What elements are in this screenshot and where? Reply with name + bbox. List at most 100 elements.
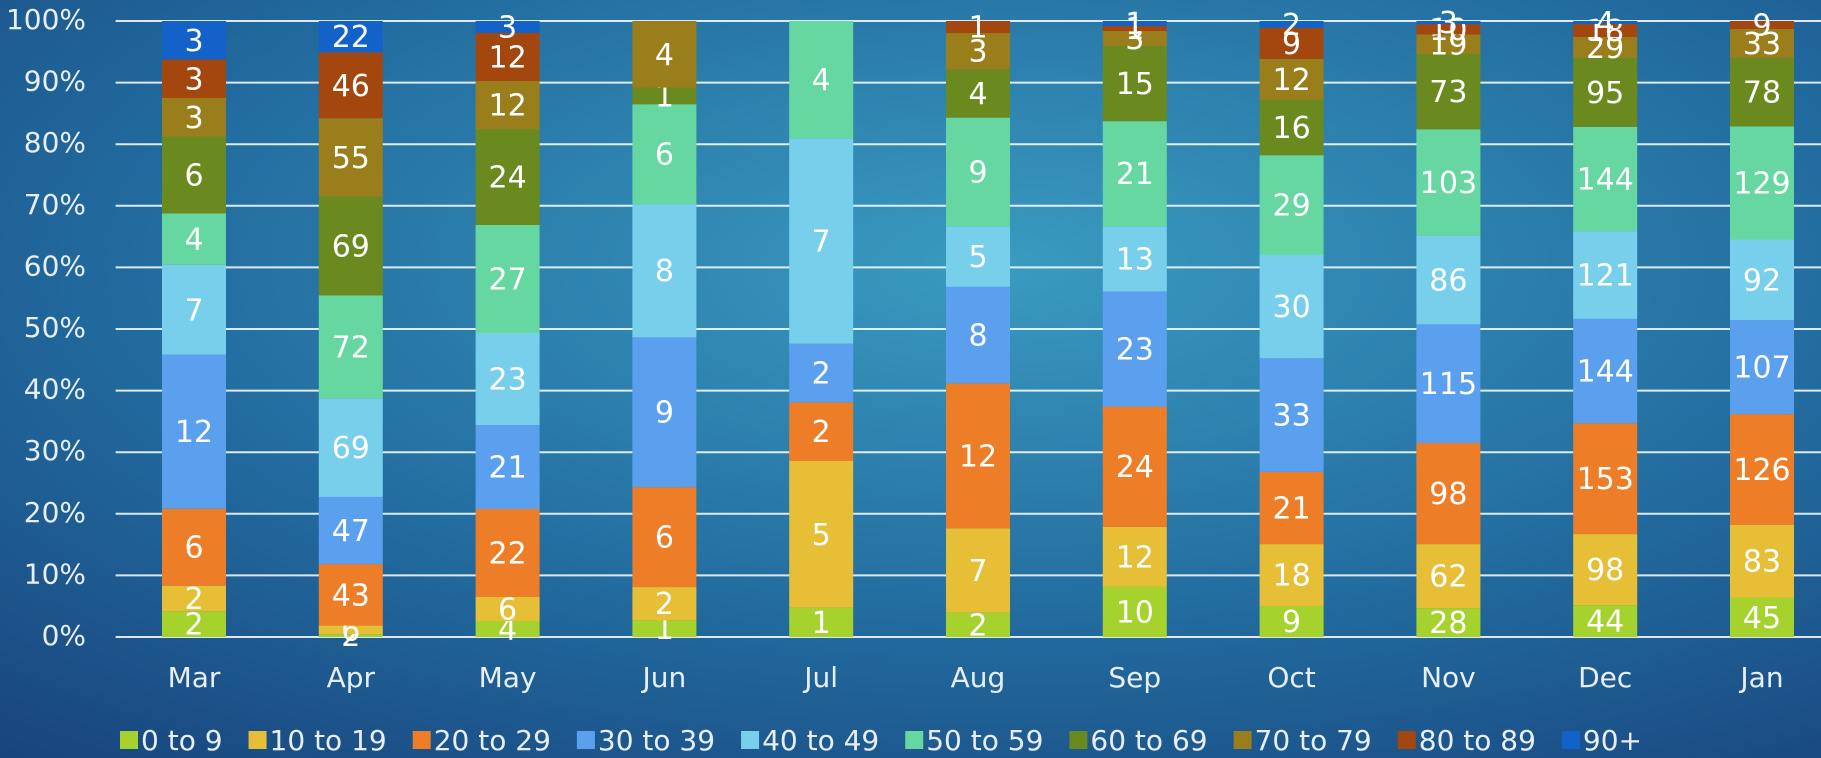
- legend-label: 60 to 69: [1090, 724, 1207, 757]
- bar-segment: [1259, 21, 1324, 28]
- bar-segment: [318, 196, 383, 296]
- bar-segment: [946, 612, 1010, 637]
- y-tick-label: 100%: [6, 3, 86, 36]
- bar-segment: [1102, 291, 1167, 407]
- legend-swatch: [905, 731, 924, 749]
- bar-segment: [632, 620, 697, 637]
- data-label: 92: [1743, 263, 1781, 298]
- bar-segment: [475, 621, 540, 637]
- x-tick-label: Jul: [802, 661, 838, 694]
- data-label: 83: [1743, 545, 1781, 580]
- legend-label: 20 to 29: [434, 724, 551, 757]
- y-tick-label: 80%: [24, 126, 86, 159]
- data-label: 7: [184, 293, 203, 328]
- y-tick-label: 70%: [24, 188, 86, 221]
- bar-segment: [1730, 320, 1794, 415]
- bar-segment: [1259, 544, 1324, 607]
- bar-segment: [1102, 46, 1167, 122]
- legend-label: 90+: [1583, 724, 1642, 757]
- bar-segment: [1730, 21, 1794, 29]
- y-tick-label: 20%: [24, 496, 86, 529]
- bar-segment: [318, 52, 383, 119]
- data-label: 2: [1282, 8, 1301, 43]
- data-label: 2: [655, 587, 674, 622]
- x-tick-label: Jan: [1738, 661, 1783, 694]
- bar-segment: [632, 87, 697, 105]
- bar-segment: [789, 138, 854, 344]
- data-label: 1: [655, 612, 674, 647]
- bar-segment: [1259, 27, 1324, 59]
- bar-segment: [789, 21, 854, 139]
- data-label: 126: [1733, 453, 1790, 488]
- data-label: 4: [655, 38, 674, 73]
- data-label: 129: [1733, 166, 1790, 201]
- data-label: 144: [1577, 162, 1634, 197]
- bar-segment: [1102, 31, 1167, 47]
- data-label: 73: [1429, 75, 1467, 110]
- bar-segment: [1259, 255, 1324, 359]
- legend-label: 10 to 19: [270, 724, 387, 757]
- legend-swatch: [1561, 731, 1580, 749]
- data-label: 115: [1420, 367, 1477, 402]
- data-label: 107: [1733, 351, 1790, 386]
- data-label: 7: [812, 225, 831, 260]
- bar-segment: [1259, 471, 1324, 545]
- data-label: 23: [1116, 333, 1154, 368]
- x-tick-label: Apr: [327, 661, 376, 694]
- data-label: 95: [1586, 76, 1624, 111]
- y-tick-label: 10%: [24, 557, 86, 590]
- bar-segment: [162, 508, 226, 586]
- legend-label: 30 to 39: [598, 724, 715, 757]
- bar-segment: [318, 295, 383, 399]
- x-tick-label: May: [479, 661, 537, 694]
- data-label: 10: [1429, 13, 1467, 48]
- data-label: 1: [655, 79, 674, 114]
- bar-segment: [475, 129, 540, 225]
- bar-segment: [1730, 597, 1794, 637]
- bar-segment: [789, 343, 854, 403]
- bar-segment: [1573, 36, 1638, 58]
- data-label: 28: [1429, 606, 1467, 641]
- bar-segment: [946, 21, 1010, 34]
- bar-segment: [1573, 126, 1638, 232]
- bar-segment: [1573, 318, 1638, 424]
- data-label: 144: [1577, 355, 1634, 390]
- bar-segment: [1416, 24, 1481, 35]
- bar-segment: [1730, 57, 1794, 127]
- data-label: 33: [1743, 27, 1781, 62]
- bar-segment: [162, 611, 226, 637]
- data-label: 78: [1743, 76, 1781, 111]
- data-label: 3: [968, 35, 987, 70]
- bar-segment: [789, 607, 854, 637]
- legend-swatch: [412, 731, 431, 749]
- bar-segment: [1259, 155, 1324, 256]
- bar-segment: [789, 402, 854, 461]
- data-label: 10: [1116, 595, 1154, 630]
- data-label: 6: [655, 521, 674, 556]
- bar-segment: [318, 564, 383, 626]
- bar-segment: [1416, 34, 1481, 55]
- data-label: 6: [184, 531, 203, 566]
- bar-segment: [475, 225, 540, 333]
- bar-segment: [632, 337, 697, 488]
- x-tick-label: Dec: [1578, 661, 1632, 694]
- bar-segment: [1416, 235, 1481, 325]
- data-label: 21: [1116, 157, 1154, 192]
- x-tick-label: Mar: [168, 661, 221, 694]
- bar-segment: [946, 383, 1010, 529]
- legend-label: 50 to 59: [926, 724, 1043, 757]
- bar-segment: [1573, 23, 1638, 37]
- bar-segment: [475, 81, 540, 129]
- data-label: 23: [489, 363, 527, 398]
- data-label: 1: [1125, 7, 1144, 42]
- data-label: 12: [175, 415, 213, 450]
- y-tick-label: 0%: [42, 619, 86, 652]
- x-tick-label: Sep: [1108, 661, 1161, 694]
- data-label: 2: [184, 582, 203, 617]
- bar-segment: [162, 213, 226, 265]
- bar-segment: [1259, 358, 1324, 472]
- data-label: 5: [968, 240, 987, 275]
- bar-segment: [946, 117, 1010, 227]
- bar-segment: [632, 204, 697, 338]
